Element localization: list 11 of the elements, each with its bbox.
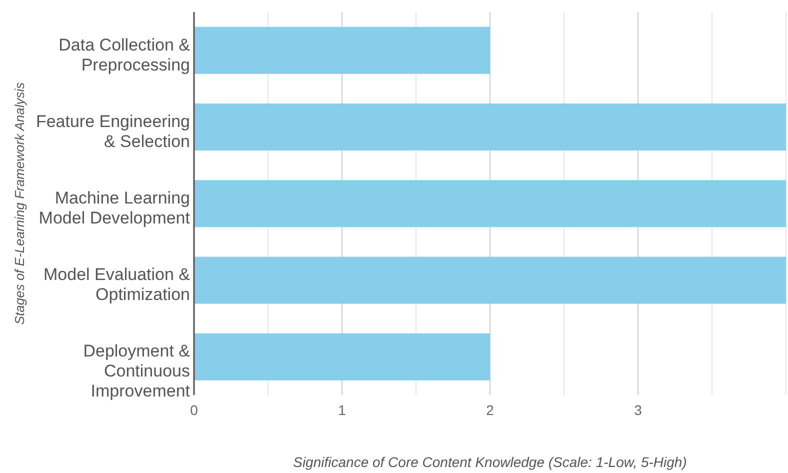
- y-tick-label: Model Evaluation & Optimization: [44, 265, 191, 304]
- x-tick-label: 3: [634, 402, 642, 418]
- x-tick-label: 1: [338, 402, 346, 418]
- y-tick-label: Feature Engineering & Selection: [36, 112, 190, 151]
- x-tick-label: 0: [190, 402, 198, 418]
- y-tick-label: Deployment & Continuous Improvement: [83, 342, 191, 401]
- y-tick-label: Data Collection & Preprocessing: [58, 35, 191, 74]
- y-axis-title: Stages of E-Learning Framework Analysis: [12, 82, 26, 325]
- x-tick-label: 2: [486, 402, 494, 418]
- x-axis-title: Significance of Core Content Knowledge (Scale: 1-Low, 5-High): [293, 454, 687, 470]
- y-tick-label: Machine Learning Model Development: [38, 188, 190, 228]
